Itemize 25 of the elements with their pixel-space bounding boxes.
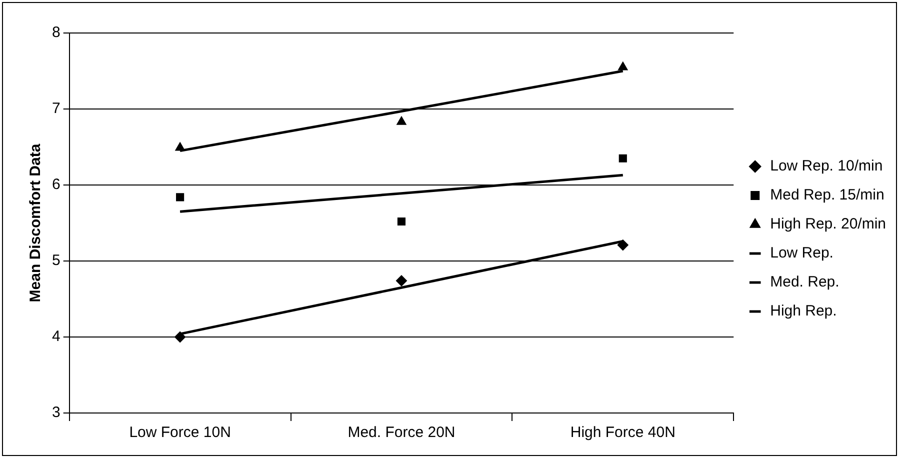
y-tick-label: 7 — [52, 100, 60, 118]
y-axis-title: Mean Discomfort Data — [27, 143, 44, 302]
y-tick-label: 6 — [52, 176, 60, 194]
legend-label: Low Rep. 10/min — [770, 158, 883, 175]
point — [396, 275, 407, 286]
legend-label: Low Rep. — [770, 244, 834, 262]
point — [175, 142, 185, 151]
y-tick-label: 3 — [52, 404, 60, 422]
point — [397, 217, 406, 226]
point — [618, 62, 628, 70]
legend-label: High Rep. — [770, 302, 837, 320]
y-tick-label: 8 — [52, 24, 60, 42]
x-tick-label: Med. Force 20N — [348, 424, 456, 442]
point — [176, 193, 184, 202]
point — [396, 116, 406, 125]
x-tick-label: Low Force 10N — [129, 424, 231, 442]
point — [174, 332, 186, 342]
x-tick-label: High Force 40N — [570, 424, 676, 442]
legend-label: Med Rep. 15/min — [770, 186, 884, 204]
point — [617, 240, 628, 251]
point — [618, 154, 627, 162]
y-tick-label: 4 — [52, 328, 60, 346]
legend-label: Med. Rep. — [770, 274, 840, 291]
y-tick-label: 5 — [52, 252, 60, 270]
legend-label: High Rep. 20/min — [770, 216, 886, 233]
